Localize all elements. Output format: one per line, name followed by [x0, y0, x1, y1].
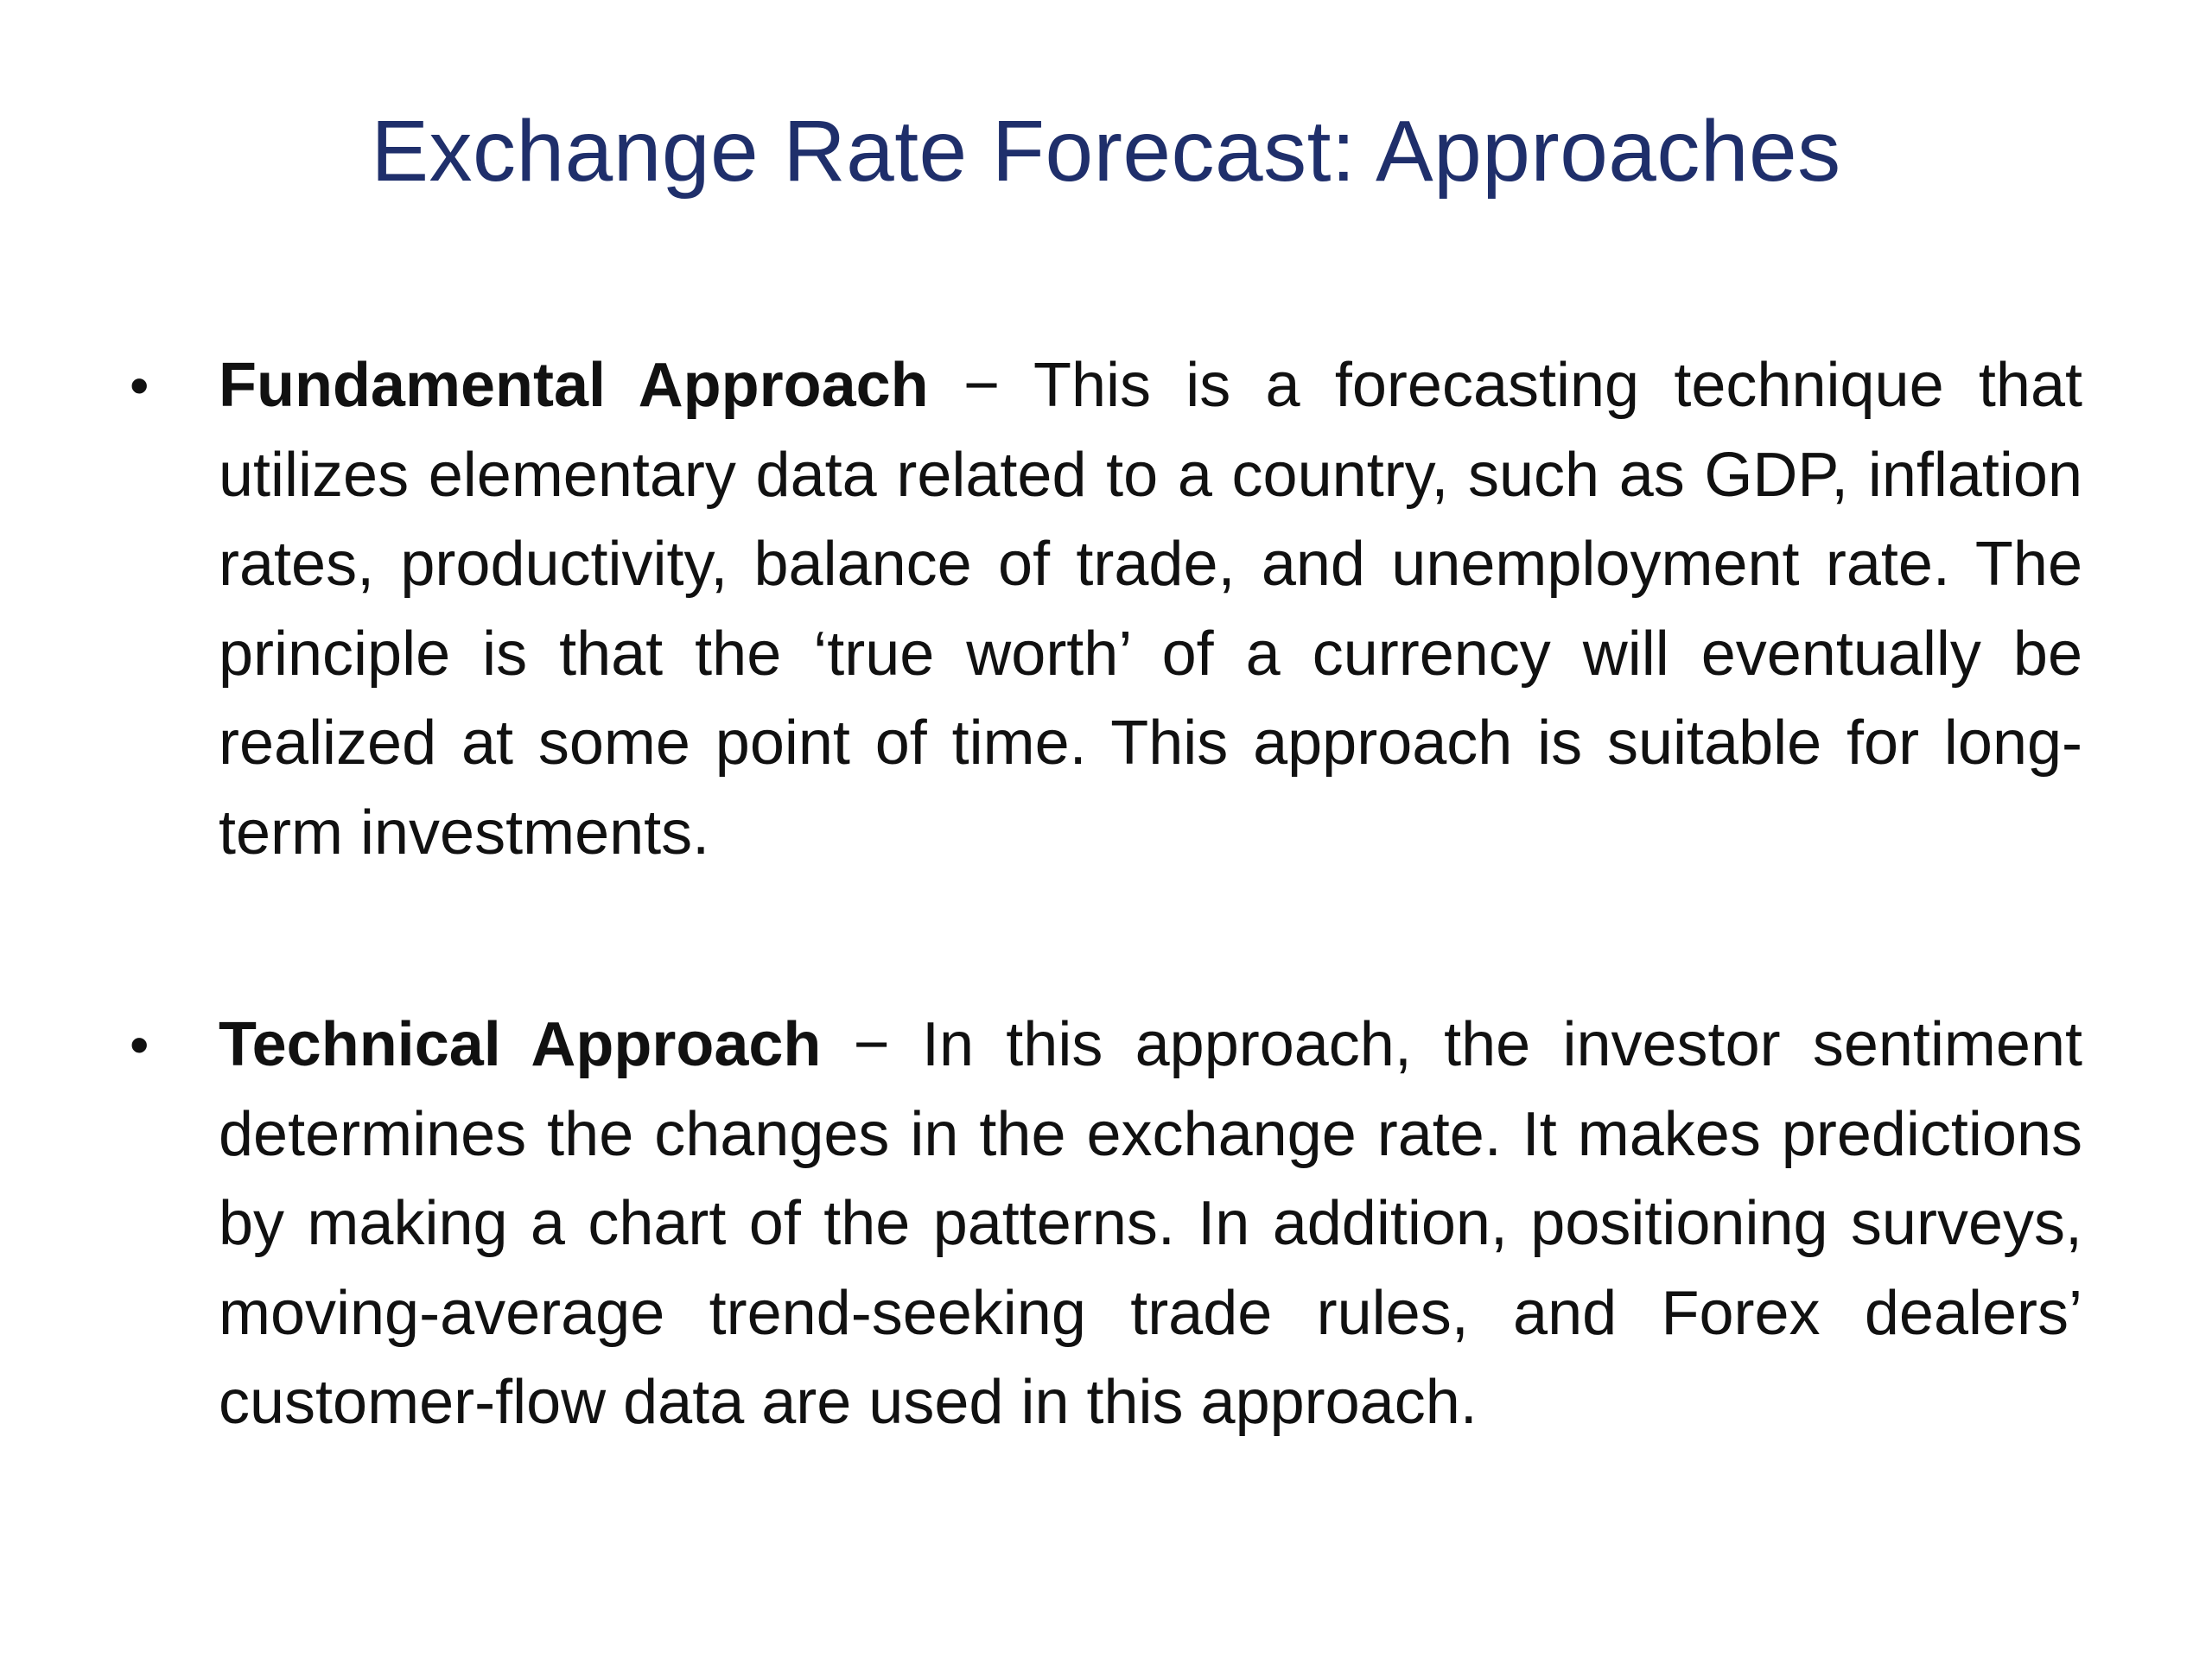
- bullet-technical-approach: • Technical Approach − In this approach,…: [130, 1001, 2082, 1448]
- bullet-term: Technical Approach: [219, 1010, 822, 1079]
- bullet-list: • Fundamental Approach − This is a forec…: [130, 341, 2082, 1448]
- bullet-marker: •: [130, 354, 149, 416]
- bullet-term: Fundamental Approach: [219, 351, 929, 420]
- bullet-marker: •: [130, 1014, 149, 1076]
- bullet-fundamental-approach: • Fundamental Approach − This is a forec…: [130, 341, 2082, 878]
- slide-title: Exchange Rate Forecast: Approaches: [371, 103, 1841, 200]
- bullet-description: − This is a forecasting technique that u…: [219, 351, 2082, 868]
- bullet-description: − In this approach, the investor sentime…: [219, 1010, 2083, 1437]
